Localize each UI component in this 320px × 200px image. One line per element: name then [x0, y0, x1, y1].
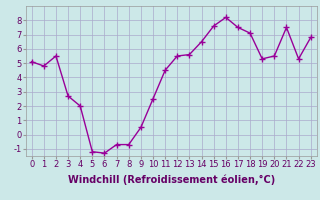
X-axis label: Windchill (Refroidissement éolien,°C): Windchill (Refroidissement éolien,°C): [68, 175, 275, 185]
